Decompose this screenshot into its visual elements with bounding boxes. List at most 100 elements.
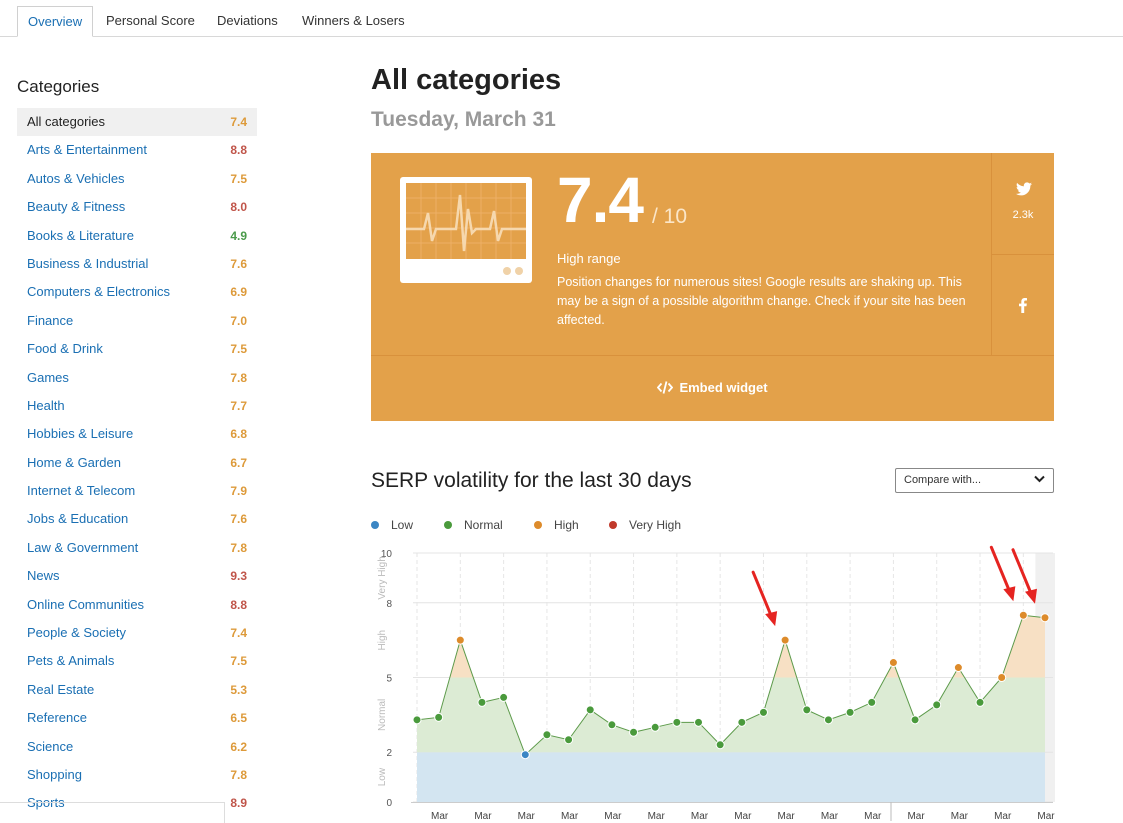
- x-tick-label: Mar: [474, 811, 492, 821]
- category-label: Online Communities: [27, 596, 145, 612]
- tab-winners-losers[interactable]: Winners & Losers: [302, 13, 405, 28]
- divider: [991, 153, 992, 355]
- monitor-dot: [503, 267, 511, 275]
- sidebar-item-category[interactable]: Autos & Vehicles 7.5: [17, 165, 257, 193]
- category-score: 8.0: [230, 200, 247, 215]
- divider: [371, 355, 1054, 356]
- x-tick-label: Mar: [734, 811, 752, 821]
- category-score: 7.8: [230, 540, 247, 555]
- category-label: Jobs & Education: [27, 511, 129, 527]
- category-label: Games: [27, 369, 69, 385]
- category-score: 8.8: [230, 143, 247, 158]
- category-label: Reference: [27, 710, 87, 726]
- tab-overview[interactable]: Overview: [17, 6, 94, 37]
- category-score: 7.5: [230, 171, 247, 186]
- category-label: Beauty & Fitness: [27, 199, 126, 215]
- x-tick-label: Mar: [994, 811, 1012, 821]
- data-point: [975, 697, 985, 707]
- tab-personal-score[interactable]: Personal Score: [106, 13, 195, 28]
- compare-with-select[interactable]: Compare with...: [895, 468, 1054, 493]
- category-score: 6.2: [230, 739, 247, 754]
- x-tick-label: Mar: [821, 811, 839, 821]
- facebook-share-button[interactable]: [992, 255, 1054, 355]
- score-max: / 10: [652, 205, 688, 228]
- data-point: [802, 705, 812, 715]
- x-tick-label: Mar: [951, 811, 969, 821]
- data-point: [694, 717, 704, 727]
- embed-widget-label: Embed widget: [679, 380, 768, 395]
- data-point: [434, 712, 444, 722]
- sidebar-item-category[interactable]: Science 6.2: [17, 733, 257, 761]
- sidebar-item-category[interactable]: Arts & Entertainment 8.8: [17, 136, 257, 164]
- sidebar-item-category[interactable]: Games 7.8: [17, 364, 257, 392]
- data-point: [477, 697, 487, 707]
- sidebar-item-category[interactable]: People & Society 7.4: [17, 619, 257, 647]
- twitter-share-button[interactable]: 2.3k: [992, 153, 1054, 254]
- twitter-count: 2.3k: [1012, 209, 1034, 221]
- twitter-icon: [1016, 182, 1032, 196]
- legend-item-high[interactable]: High: [534, 518, 579, 532]
- category-label: News: [27, 568, 60, 584]
- data-point: [845, 707, 855, 717]
- x-tick-label: Mar: [778, 811, 796, 821]
- x-tick-label: Mar: [561, 811, 579, 821]
- area-band: [417, 677, 1045, 753]
- sidebar-item-category[interactable]: Beauty & Fitness 8.0: [17, 193, 257, 221]
- x-tick-label: Mar: [604, 811, 622, 821]
- category-score: 6.8: [230, 427, 247, 442]
- sidebar-item-category[interactable]: Real Estate 5.3: [17, 676, 257, 704]
- legend-dot: [534, 521, 542, 529]
- sidebar-item-category[interactable]: Internet & Telecom 7.9: [17, 477, 257, 505]
- data-point: [499, 692, 509, 702]
- legend-item-low[interactable]: Low: [371, 518, 413, 532]
- sidebar-item-category[interactable]: Hobbies & Leisure 6.8: [17, 420, 257, 448]
- sidebar-item-category[interactable]: Online Communities 8.8: [17, 591, 257, 619]
- category-score: 7.4: [230, 115, 247, 129]
- band-label: Normal: [377, 699, 388, 731]
- page-title: All categories: [371, 64, 562, 96]
- sidebar-item-category[interactable]: All categories 7.4: [17, 108, 257, 137]
- sidebar-item-category[interactable]: Home & Garden 6.7: [17, 449, 257, 477]
- annotation-arrowhead: [765, 611, 778, 627]
- sidebar-item-category[interactable]: Reference 6.5: [17, 704, 257, 732]
- sidebar-item-category[interactable]: Computers & Electronics 6.9: [17, 278, 257, 306]
- sidebar-item-category[interactable]: Business & Industrial 7.6: [17, 250, 257, 278]
- sidebar-item-category[interactable]: Pets & Animals 7.5: [17, 647, 257, 675]
- sidebar-item-category[interactable]: Law & Government 7.8: [17, 534, 257, 562]
- embed-widget-button[interactable]: Embed widget: [371, 356, 1054, 421]
- tab-bar: Overview Personal Score Deviations Winne…: [0, 0, 1123, 37]
- category-score: 6.5: [230, 711, 247, 726]
- sidebar-item-category[interactable]: Finance 7.0: [17, 307, 257, 335]
- page-date: Tuesday, March 31: [371, 108, 556, 131]
- data-point: [758, 707, 768, 717]
- data-point: [455, 635, 465, 645]
- sidebar-item-category[interactable]: Jobs & Education 7.6: [17, 505, 257, 533]
- x-tick-label: Mar: [648, 811, 666, 821]
- category-label: Internet & Telecom: [27, 483, 136, 499]
- area-band: [417, 752, 1045, 802]
- legend-item-very-high[interactable]: Very High: [609, 518, 681, 532]
- sidebar-item-category[interactable]: News 9.3: [17, 562, 257, 590]
- compare-with-value: Compare with...: [904, 474, 982, 486]
- sidebar-item-category[interactable]: Shopping 7.8: [17, 761, 257, 789]
- category-label: People & Society: [27, 625, 127, 641]
- band-label: High: [377, 630, 388, 651]
- sidebar-item-category[interactable]: Health 7.7: [17, 392, 257, 420]
- x-tick-label: Mar: [431, 811, 449, 821]
- category-score: 8.9: [230, 796, 247, 811]
- tab-deviations[interactable]: Deviations: [217, 13, 278, 28]
- sidebar-item-category[interactable]: Food & Drink 7.5: [17, 335, 257, 363]
- category-score: 7.5: [230, 654, 247, 669]
- data-point: [737, 717, 747, 727]
- divider: [992, 254, 1054, 255]
- band-label: Very High: [377, 556, 388, 599]
- category-label: Food & Drink: [27, 341, 103, 357]
- y-tick-label: 8: [386, 599, 392, 610]
- category-score: 7.0: [230, 313, 247, 328]
- series-line: [416, 614, 1046, 756]
- category-score: 7.5: [230, 342, 247, 357]
- sidebar-item-category[interactable]: Books & Literature 4.9: [17, 222, 257, 250]
- x-tick-label: Mar: [907, 811, 925, 821]
- legend-item-normal[interactable]: Normal: [444, 518, 503, 532]
- legend-dot: [371, 521, 379, 529]
